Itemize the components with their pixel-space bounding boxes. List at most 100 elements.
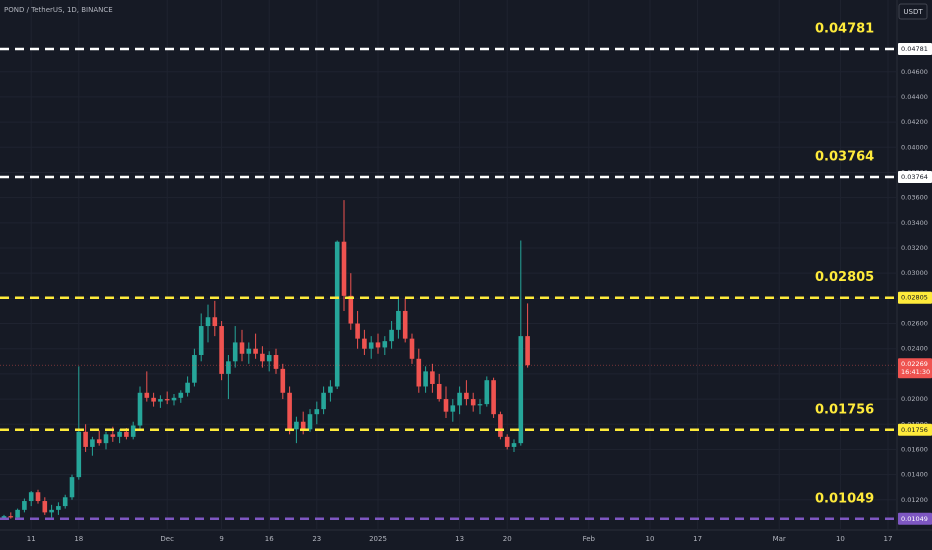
candle-body [151, 397, 156, 402]
level-price-tag-label: 0.03764 [901, 173, 928, 181]
candle-body [56, 506, 61, 510]
y-tick-label: 0.02000 [901, 395, 928, 403]
candle-body [307, 414, 313, 430]
candle-body [300, 421, 306, 430]
candle-body [253, 348, 258, 354]
y-tick-label: 0.01200 [901, 496, 928, 504]
candle-body [355, 323, 360, 339]
candle-body [477, 404, 483, 406]
candle-body [287, 392, 292, 430]
candle-body [443, 399, 449, 412]
candle-body [137, 392, 143, 426]
candle-body [164, 399, 170, 401]
level-price-tag-label: 0.01049 [901, 515, 928, 523]
x-tick-label: 11 [27, 535, 36, 543]
candle-body [402, 310, 408, 339]
x-tick-label: Dec [160, 535, 174, 543]
last-price-label: 0.02269 [901, 360, 928, 368]
candle-body [450, 405, 456, 412]
candle-body [178, 392, 184, 398]
countdown-label: 16:41:30 [901, 368, 930, 376]
level-price-tag [898, 42, 932, 55]
candle-body [341, 241, 347, 296]
candle-body [219, 326, 224, 374]
candle-body [273, 355, 279, 369]
level-label: 0.02805 [815, 270, 874, 285]
plot: 0.04781 0.03764 0.02805 0.01756 0.01049 [0, 21, 897, 521]
candle-body [321, 392, 326, 410]
candle-body [396, 310, 401, 330]
candle-body [49, 509, 54, 513]
candle-body [117, 431, 122, 437]
candle-body [457, 392, 462, 406]
candle-body [348, 295, 354, 324]
level-price-tag [898, 171, 932, 184]
axis: 0.012000.014000.016000.018000.020000.022… [27, 42, 932, 543]
candle-body [144, 392, 150, 398]
x-tick-label: 13 [455, 535, 464, 543]
candle-body [90, 439, 95, 447]
candle-body [294, 421, 299, 430]
level-label: 0.01756 [815, 402, 874, 417]
candle-body [525, 336, 530, 366]
candle-body [226, 361, 231, 374]
candle-body [260, 353, 265, 362]
candle-body [246, 348, 252, 354]
x-tick-label: 2025 [369, 535, 387, 543]
candle-body [280, 368, 286, 393]
currency-button[interactable] [898, 3, 928, 20]
x-tick-label: 16 [265, 535, 274, 543]
y-tick-label: 0.01400 [901, 471, 928, 479]
candle-body [334, 241, 340, 387]
y-tick-label: 0.03600 [901, 194, 928, 202]
candle-body [239, 342, 245, 354]
y-tick-label: 0.03000 [901, 269, 928, 277]
candle-body [1, 516, 7, 519]
currency-label[interactable]: USDT [903, 8, 923, 16]
candle-body [430, 371, 435, 384]
candle-body [28, 492, 34, 502]
x-tick-label: 18 [74, 535, 83, 543]
candle-body [232, 342, 238, 362]
candle-body [518, 336, 524, 444]
level-label: 0.01049 [815, 491, 874, 506]
candle-body [69, 477, 75, 498]
x-tick-label: 10 [646, 535, 655, 543]
candle-body [409, 338, 415, 359]
candle-body [76, 431, 82, 478]
y-tick-label: 0.01600 [901, 445, 928, 453]
x-tick-label: 20 [503, 535, 512, 543]
candle-body [498, 414, 503, 437]
candle-body [212, 317, 218, 327]
candle-body [8, 516, 14, 518]
candle-body [375, 342, 381, 348]
y-tick-label: 0.02400 [901, 345, 928, 353]
candle-body [205, 317, 211, 327]
level-label: 0.04781 [815, 21, 874, 36]
candle-body [362, 338, 367, 349]
candle-body [470, 399, 476, 406]
candle-body [511, 443, 517, 447]
candle-body [192, 355, 197, 383]
candle-body [314, 409, 320, 415]
x-tick-label: 17 [693, 535, 702, 543]
candle-body [124, 431, 129, 437]
level-price-tag [898, 291, 932, 304]
candle-body [185, 382, 190, 393]
candle-body [62, 497, 68, 507]
candle-body [110, 434, 116, 437]
candle-body [198, 326, 204, 356]
x-tick-label: Feb [583, 535, 596, 543]
y-tick-label: 0.03200 [901, 244, 928, 252]
candle-body [15, 509, 20, 518]
candle-body [423, 371, 428, 387]
level-price-tag-label: 0.04781 [901, 45, 928, 53]
candle-body [416, 358, 422, 387]
candle-body [83, 431, 88, 447]
x-tick-label: 9 [219, 535, 223, 543]
candle-body [368, 342, 374, 349]
y-tick-label: 0.03400 [901, 219, 928, 227]
candle-body [35, 492, 41, 502]
